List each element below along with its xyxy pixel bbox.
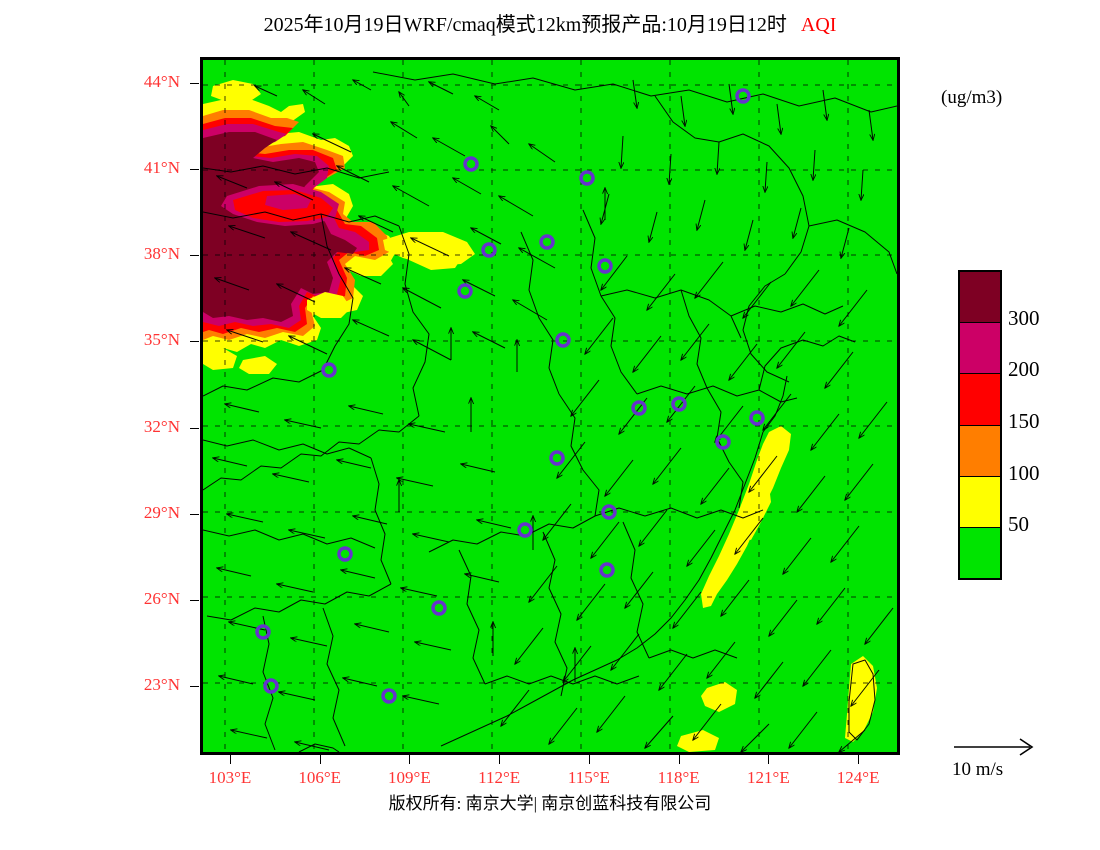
y-axis-label: 32°N (143, 416, 180, 436)
x-axis-tick (588, 755, 590, 764)
y-axis-tick (190, 169, 199, 171)
y-axis-tick (190, 82, 199, 84)
colorbar-band (960, 425, 1000, 477)
colorbar-band (960, 476, 1000, 528)
y-axis-label: 26°N (143, 588, 180, 608)
x-axis-tick (678, 755, 680, 764)
x-axis-label: 106°E (298, 768, 341, 787)
x-axis-tick (319, 755, 321, 764)
x-axis-tick (499, 755, 501, 764)
y-axis-tick (190, 255, 199, 257)
colorbar-tick-label: 150 (1008, 409, 1040, 433)
forecast-map[interactable] (200, 57, 900, 755)
colorbar-band (960, 323, 1000, 375)
wind-scale-legend: 10 m/s (952, 735, 1082, 785)
arrow-right-icon (954, 738, 1034, 756)
colorbar-band (960, 527, 1000, 579)
y-axis-label: 44°N (143, 71, 180, 91)
x-axis-label: 124°E (836, 768, 880, 787)
page-title: 2025年10月19日WRF/cmaq模式12km预报产品:10月19日12时 A… (0, 8, 1100, 36)
title-variable: AQI (800, 14, 837, 36)
x-axis-tick (229, 755, 231, 764)
y-axis-tick (190, 513, 199, 515)
y-axis-label: 41°N (143, 158, 180, 178)
y-axis-label: 29°N (143, 502, 180, 522)
aqi-heatmap-canvas (203, 60, 897, 752)
x-axis-label: 118°E (657, 768, 700, 787)
copyright-footer: 版权所有: 南京大学| 南京创蓝科技有限公司 (388, 794, 712, 813)
x-axis-label: 103°E (208, 768, 252, 787)
colorbar-tick-label: 300 (1008, 305, 1040, 330)
y-axis-tick (190, 427, 199, 429)
colorbar-band (960, 272, 1000, 324)
colorbar-band (960, 374, 1000, 426)
x-axis-tick (858, 755, 860, 764)
x-axis-label: 112°E (478, 768, 521, 787)
y-axis-tick (190, 599, 199, 601)
y-axis-tick (190, 341, 199, 343)
colorbar-tick-label: 50 (1008, 512, 1029, 537)
y-axis-tick (190, 686, 199, 688)
title-text: 2025年10月19日WRF/cmaq模式12km预报产品:10月19日12时 (263, 14, 787, 36)
y-axis-label: 23°N (143, 675, 180, 695)
x-axis-label: 121°E (747, 768, 790, 787)
x-axis-tick (409, 755, 411, 764)
colorbar-unit-label: (ug/m3) (941, 87, 1003, 108)
x-axis-label: 109°E (388, 768, 431, 787)
wind-scale-label: 10 m/s (952, 759, 1004, 780)
colorbar-tick-label: 200 (1008, 357, 1040, 382)
colorbar-tick-label: 100 (1008, 460, 1040, 485)
aqi-colorbar[interactable] (958, 270, 1002, 580)
y-axis-label: 38°N (143, 244, 180, 264)
x-axis-tick (768, 755, 770, 764)
x-axis-label: 115°E (567, 768, 610, 787)
y-axis-label: 35°N (143, 330, 180, 350)
